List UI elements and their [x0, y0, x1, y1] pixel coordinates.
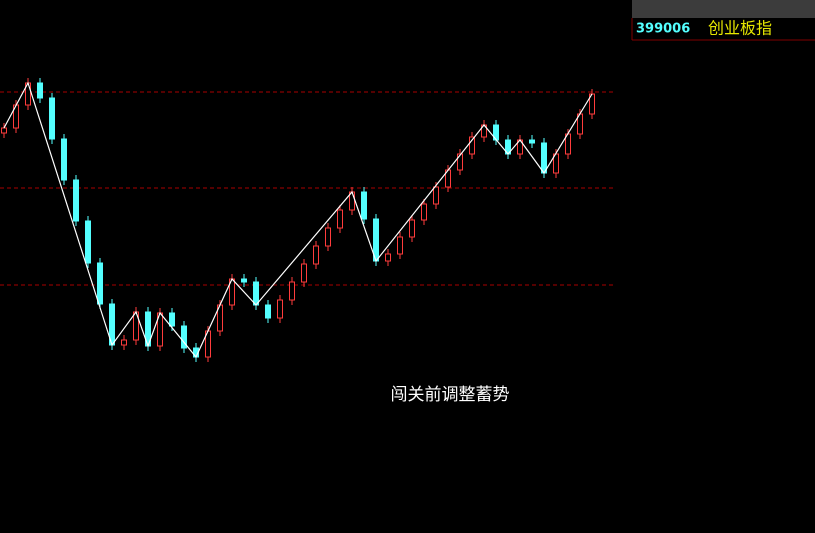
candle-body — [541, 142, 547, 174]
candle-body — [181, 325, 187, 349]
candle-body — [97, 262, 103, 305]
candle-body — [313, 245, 319, 265]
annotation: 闯关前调整蓄势 — [391, 385, 510, 405]
candle-body — [121, 339, 127, 346]
symbol: 399006 — [636, 22, 690, 37]
candle-body — [73, 179, 79, 222]
index-name: 创业板指 — [708, 19, 772, 38]
candle-body — [253, 281, 259, 306]
candle-body — [265, 304, 271, 319]
candle-body — [241, 278, 247, 283]
candle-body — [421, 203, 427, 221]
candle-body — [37, 82, 43, 99]
candle-body — [289, 281, 295, 301]
candle-body — [277, 299, 283, 319]
candle-body — [529, 139, 535, 144]
candle-body — [409, 219, 415, 238]
candle-body — [469, 136, 475, 155]
header-bar — [632, 0, 815, 18]
candle-body — [361, 191, 367, 220]
candle-body — [169, 312, 175, 327]
candle-body — [457, 153, 463, 171]
candle-body — [301, 263, 307, 283]
zigzag-line — [3, 81, 593, 359]
candle-body — [61, 138, 67, 181]
candle-body — [325, 227, 331, 247]
candle-body — [49, 97, 55, 140]
candle-body — [1, 127, 7, 134]
candle-body — [397, 236, 403, 255]
candle-body — [385, 253, 391, 262]
candle-body — [337, 209, 343, 229]
candle-body — [433, 186, 439, 205]
candle-body — [85, 220, 91, 264]
